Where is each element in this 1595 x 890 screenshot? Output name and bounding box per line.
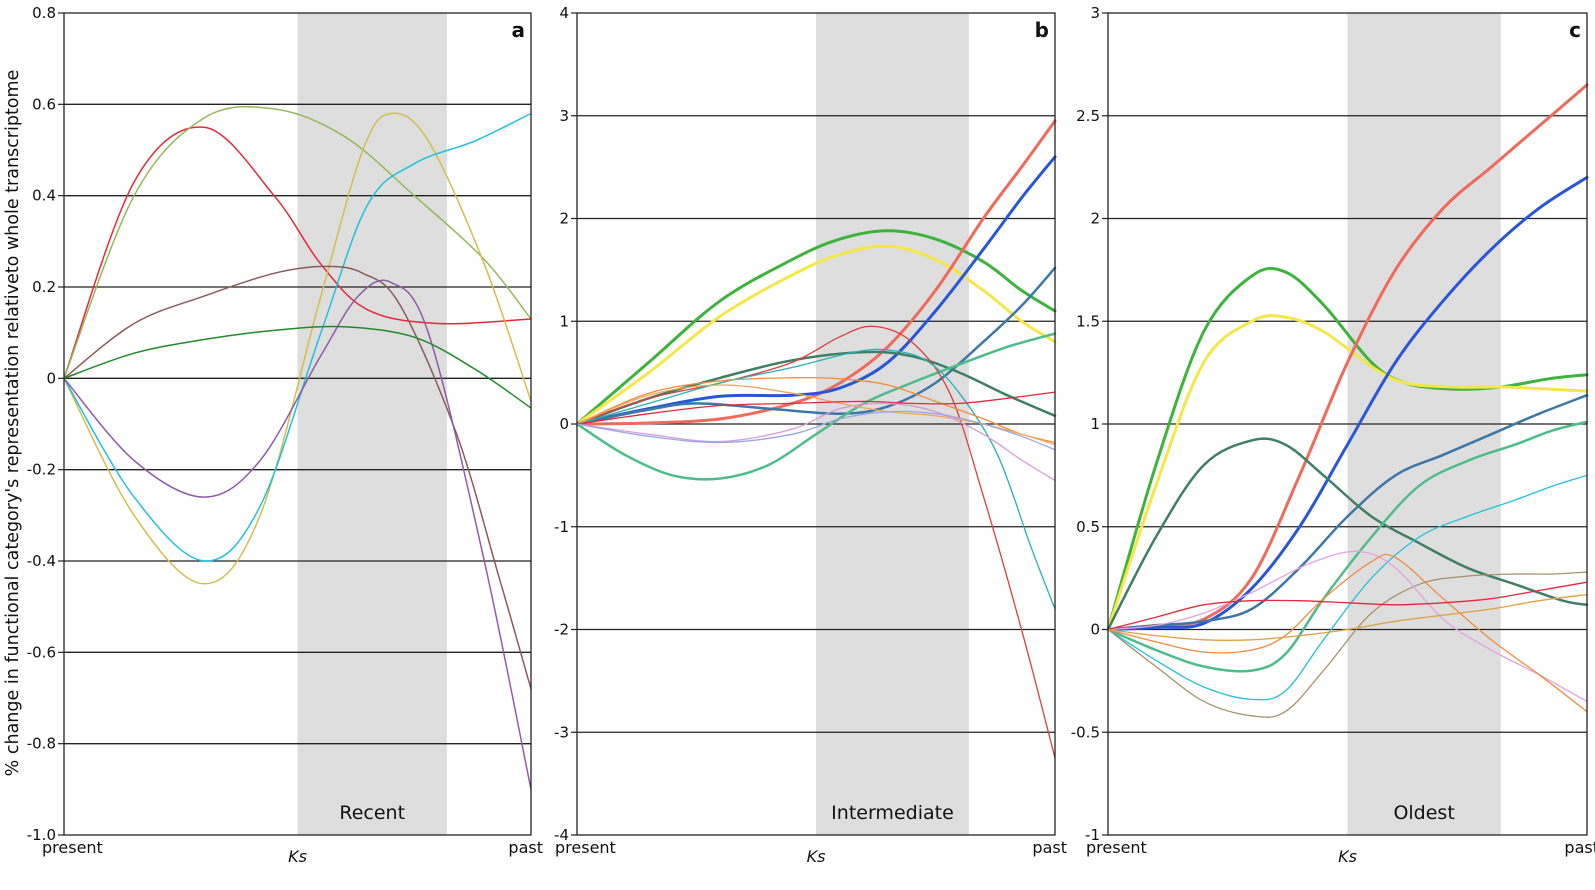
- y-tick-label: 0.8: [32, 4, 56, 22]
- y-tick-label: 1.5: [1076, 312, 1100, 330]
- series-line: [63, 265, 532, 690]
- y-tick-label: -3: [554, 723, 569, 741]
- x-start-label: present: [1086, 838, 1147, 857]
- series-line: [1107, 550, 1588, 703]
- panel-letter: a: [512, 18, 526, 42]
- plot-frame: [63, 12, 532, 836]
- y-tick-label: 1: [559, 312, 569, 330]
- y-tick-label: 1: [1090, 415, 1100, 433]
- x-start-label: present: [555, 838, 616, 857]
- y-tick-label: 0.4: [32, 187, 56, 205]
- series-line: [1106, 314, 1589, 631]
- y-tick-label: 0.5: [1076, 518, 1100, 536]
- series-line: [576, 391, 1056, 425]
- series-line: [63, 112, 532, 562]
- y-tick-label: 4: [559, 4, 569, 22]
- series-line: [1106, 393, 1589, 631]
- y-tick-label: 2.5: [1076, 107, 1100, 125]
- plot-frame: [576, 12, 1056, 836]
- series-line: [1106, 83, 1589, 631]
- y-tick-label: 3: [1090, 4, 1100, 22]
- y-axis-label: % change in functional category's repres…: [3, 70, 23, 777]
- x-axis-label: Ks: [1338, 847, 1357, 866]
- series-line: [1107, 553, 1588, 713]
- y-tick-label: 0: [46, 369, 56, 387]
- y-tick-label: -0.4: [27, 552, 56, 570]
- series-line: [1107, 571, 1588, 718]
- y-tick-label: 0: [559, 415, 569, 433]
- y-tick-label: -0.8: [27, 735, 56, 753]
- series-line: [575, 332, 1057, 481]
- panel-c: -1 -0.5 0 0.5 1 1.5 2 2.5 3 c Oldest present past Ks: [1071, 4, 1595, 866]
- y-tick-label: -0.2: [27, 461, 56, 479]
- series-line: [1106, 437, 1589, 631]
- series-line: [1107, 474, 1588, 701]
- series-line: [1107, 593, 1588, 641]
- x-end-label: past: [1564, 838, 1595, 857]
- band-label: Recent: [339, 802, 405, 824]
- series-line: [576, 376, 1056, 444]
- panel-b: -4 -3 -2 -1 0 1 2 3 4 b Intermediate present past Ks: [554, 4, 1067, 866]
- series-line: [576, 402, 1056, 482]
- series-line: [63, 126, 532, 380]
- x-axis-label: Ks: [288, 847, 307, 866]
- y-tick-label: -2: [554, 621, 569, 639]
- y-tick-label: 2: [559, 210, 569, 228]
- y-tick-label: 3: [559, 107, 569, 125]
- y-tick-label: 2: [1090, 210, 1100, 228]
- series-line: [575, 229, 1057, 426]
- series-line: [63, 279, 532, 791]
- series-line: [576, 348, 1056, 610]
- x-start-label: present: [42, 838, 103, 857]
- y-tick-label: 0: [1090, 621, 1100, 639]
- series-line: [1106, 420, 1589, 673]
- series-line: [63, 105, 532, 380]
- series-line: [576, 410, 1056, 451]
- series-line: [575, 155, 1057, 426]
- series-line: [1107, 581, 1588, 631]
- plot-frame: [1107, 12, 1588, 836]
- series-line: [575, 266, 1057, 426]
- series-line: [575, 350, 1057, 426]
- x-end-label: past: [1032, 838, 1067, 857]
- panel-letter: c: [1569, 18, 1581, 42]
- shaded-band: [297, 13, 447, 835]
- band-label: Intermediate: [831, 802, 954, 824]
- series-line: [1106, 175, 1589, 631]
- x-end-label: past: [508, 838, 543, 857]
- series-line: [63, 112, 532, 585]
- y-tick-label: -4: [554, 826, 569, 844]
- y-tick-label: -1.0: [27, 826, 56, 844]
- series-line: [575, 119, 1057, 426]
- y-tick-label: -0.6: [27, 643, 56, 661]
- y-tick-label: -0.5: [1071, 723, 1100, 741]
- y-tick-label: 0.6: [32, 95, 56, 113]
- panel-a: -1.0 -0.8 -0.6 -0.4 -0.2 0 0.2 0.4 0.6 0.8 a Recent…: [27, 4, 543, 866]
- x-axis-label: Ks: [807, 847, 826, 866]
- series-line: [63, 325, 532, 409]
- series-line: [576, 384, 1056, 446]
- band-label: Oldest: [1393, 802, 1454, 824]
- y-tick-label: -1: [554, 518, 569, 536]
- series-line: [575, 244, 1057, 426]
- y-tick-label: 0.2: [32, 278, 56, 296]
- chart-panels: -1.0 -0.8 -0.6 -0.4 -0.2 0 0.2 0.4 0.6 0.8 a Recent…: [27, 4, 1595, 866]
- panel-letter: b: [1035, 18, 1049, 42]
- y-tick-label: -1: [1085, 826, 1100, 844]
